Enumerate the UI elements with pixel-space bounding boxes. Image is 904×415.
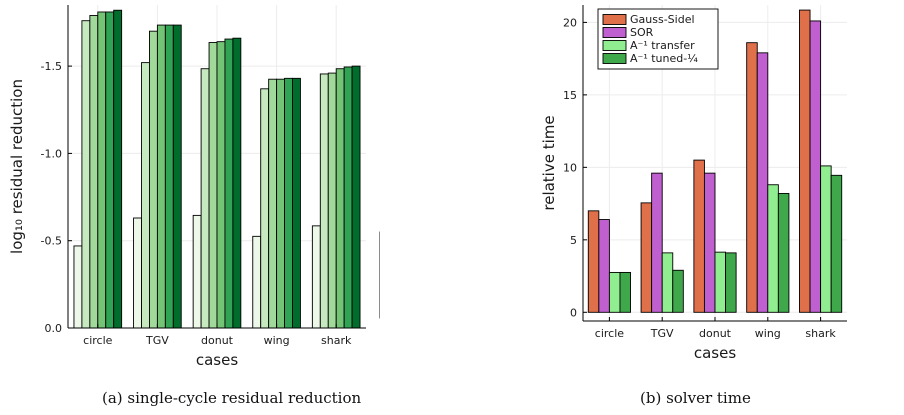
legend-label: Gauss-Sidel <box>630 13 695 26</box>
bar <box>232 37 242 329</box>
residual-reduction-chart: 0.0 -0.5 -1.0 -1.5 circle TGV donut wing shark ca… <box>8 5 380 369</box>
bar <box>133 217 142 329</box>
x-tick-label: wing <box>264 334 290 347</box>
legend-swatch <box>602 27 627 38</box>
x-tick-label: wing <box>755 327 781 340</box>
bar <box>224 38 234 329</box>
bar <box>73 245 83 329</box>
x-axis-label: cases <box>196 351 238 369</box>
bar <box>260 88 270 329</box>
bar <box>809 20 822 313</box>
bar <box>351 65 361 329</box>
bar <box>284 77 293 329</box>
y-tick-label: -0.5 <box>41 235 62 248</box>
bar <box>693 159 705 313</box>
y-tick-label: -1.5 <box>41 60 62 73</box>
bar <box>746 42 758 313</box>
x-tick-label: TGV <box>650 327 674 340</box>
bar <box>141 62 150 329</box>
bar <box>335 68 345 329</box>
y-tick-label: 0 <box>570 306 577 319</box>
bar <box>200 68 210 329</box>
legend-swatch <box>602 14 627 25</box>
y-axis-label: relative time <box>540 115 558 210</box>
bar <box>89 15 99 329</box>
bar <box>268 78 278 329</box>
bar <box>216 41 226 329</box>
bar <box>156 24 166 329</box>
y-tick-label: -1.0 <box>41 147 62 160</box>
y-axis-label: log₁₀ residual reduction <box>8 79 26 254</box>
x-tick-label: circle <box>595 327 624 340</box>
bar <box>81 20 91 329</box>
bar <box>97 11 107 329</box>
bar <box>105 11 115 329</box>
bar <box>327 72 337 329</box>
x-tick-label: donut <box>201 334 234 347</box>
bar <box>661 252 674 313</box>
caption-left: (a) single-cycle residual reduction <box>102 389 362 407</box>
bar <box>651 172 663 313</box>
bar <box>252 235 262 329</box>
bar <box>672 269 684 313</box>
legend-label: SOR <box>630 26 654 39</box>
y-tick-label: 10 <box>563 161 577 174</box>
y-tick-label: 20 <box>563 16 577 29</box>
bar <box>608 271 621 313</box>
x-tick-label: circle <box>83 334 112 347</box>
bar <box>192 214 202 329</box>
bar <box>799 9 811 313</box>
bar <box>830 174 843 313</box>
x-tick-label: shark <box>805 327 836 340</box>
bar <box>598 219 610 313</box>
bar <box>343 66 353 329</box>
bar <box>311 225 321 329</box>
solver-time-chart: 0 5 10 15 20 circle TGV donut wing shark cases rela… <box>540 5 847 362</box>
bar <box>208 42 218 329</box>
x-tick-label: TGV <box>145 334 169 347</box>
x-axis-label: cases <box>694 344 736 362</box>
y-tick-label: 15 <box>563 89 577 102</box>
legend-swatch <box>602 40 627 51</box>
bar <box>113 9 123 329</box>
bar <box>820 165 832 313</box>
bar <box>703 172 716 313</box>
caption-right: (b) solver time <box>640 389 751 407</box>
legend-swatch <box>602 53 627 64</box>
bar <box>172 24 182 329</box>
bar <box>714 251 727 313</box>
bar <box>587 210 600 313</box>
bar <box>319 73 329 329</box>
bar <box>149 30 158 329</box>
bar <box>756 52 769 313</box>
bar <box>164 24 174 329</box>
legend-label: A⁻¹ tuned-¼ <box>630 52 698 65</box>
y-tick-label: 0.0 <box>45 322 63 335</box>
x-tick-label: donut <box>699 327 732 340</box>
bar <box>725 252 737 313</box>
legend-label: A⁻¹ transfer <box>630 39 695 52</box>
bar <box>640 202 653 313</box>
bar <box>292 77 301 329</box>
bar <box>276 78 285 329</box>
bar <box>777 192 790 313</box>
bar <box>619 271 631 313</box>
y-tick-label: 5 <box>570 234 577 247</box>
bar <box>767 184 779 313</box>
x-tick-label: shark <box>321 334 352 347</box>
